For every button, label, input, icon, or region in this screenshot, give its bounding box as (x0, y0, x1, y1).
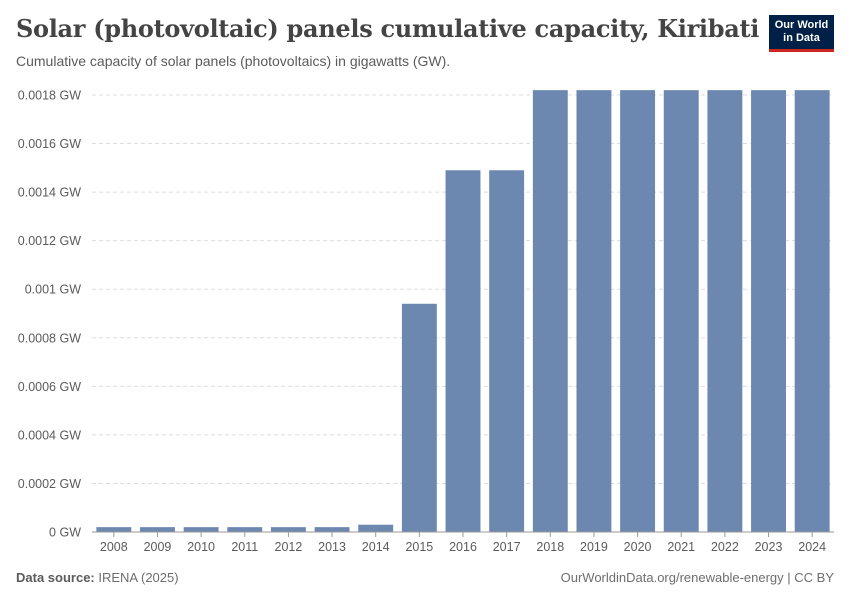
bar (314, 527, 350, 532)
bar (620, 90, 656, 533)
x-tick-label: 2017 (493, 540, 521, 554)
x-tick-label: 2011 (231, 540, 258, 554)
bar (751, 90, 786, 533)
chart-subtitle: Cumulative capacity of solar panels (pho… (16, 53, 451, 69)
y-tick-label: 0.0002 GW (18, 477, 81, 491)
y-tick-label: 0.0018 GW (18, 89, 81, 103)
bar (140, 527, 175, 532)
bar (270, 527, 306, 532)
bar (227, 527, 263, 532)
x-tick-label: 2023 (755, 540, 783, 554)
bar (532, 90, 568, 533)
x-tick-label: 2022 (711, 540, 739, 554)
x-tick-label: 2012 (275, 540, 303, 554)
logo-line-1: Our World (774, 19, 829, 31)
bar (663, 90, 699, 533)
data-source-value: IRENA (2025) (98, 570, 179, 585)
y-tick-label: 0.0004 GW (18, 428, 81, 442)
bar (401, 303, 437, 532)
logo-line-2: in Data (783, 32, 820, 44)
footer-link[interactable]: OurWorldinData.org/renewable-energy | CC… (560, 570, 834, 585)
bar (445, 170, 481, 532)
bar (489, 170, 525, 532)
x-tick-label: 2014 (362, 540, 390, 554)
bar (794, 90, 830, 533)
bar (96, 527, 132, 532)
x-tick-label: 2019 (580, 540, 608, 554)
y-tick-label: 0.0008 GW (18, 331, 81, 345)
bar (707, 90, 743, 533)
x-tick-label: 2020 (624, 540, 652, 554)
x-tick-label: 2024 (798, 540, 826, 554)
bar-chart: 0 GW 0.0002 GW 0.0004 GW 0.0006 GW 0.0008 GW… (18, 89, 834, 554)
y-tick-label: 0 GW (49, 526, 81, 540)
chart-title: Solar (photovoltaic) panels cumulative c… (16, 14, 760, 43)
bar (358, 524, 394, 532)
x-tick-label: 2009 (144, 540, 172, 554)
x-tick-label: 2015 (405, 540, 433, 554)
x-tick-label: 2008 (100, 540, 128, 554)
data-source-label: Data source: (16, 570, 95, 585)
x-tick-label: 2016 (449, 540, 477, 554)
y-tick-label: 0.0014 GW (18, 186, 81, 200)
y-tick-label: 0.0012 GW (18, 234, 81, 248)
y-tick-label: 0.001 GW (25, 283, 81, 297)
x-tick-label: 2018 (536, 540, 564, 554)
y-tick-label: 0.0016 GW (18, 137, 81, 151)
x-tick-label: 2021 (667, 540, 695, 554)
x-tick-label: 2010 (187, 540, 215, 554)
y-tick-label: 0.0006 GW (18, 380, 81, 394)
data-source: Data source: IRENA (2025) (16, 570, 179, 585)
owid-logo[interactable]: Our World in Data (769, 15, 834, 52)
x-tick-label: 2013 (318, 540, 346, 554)
bar (183, 527, 219, 532)
bar (576, 90, 612, 533)
